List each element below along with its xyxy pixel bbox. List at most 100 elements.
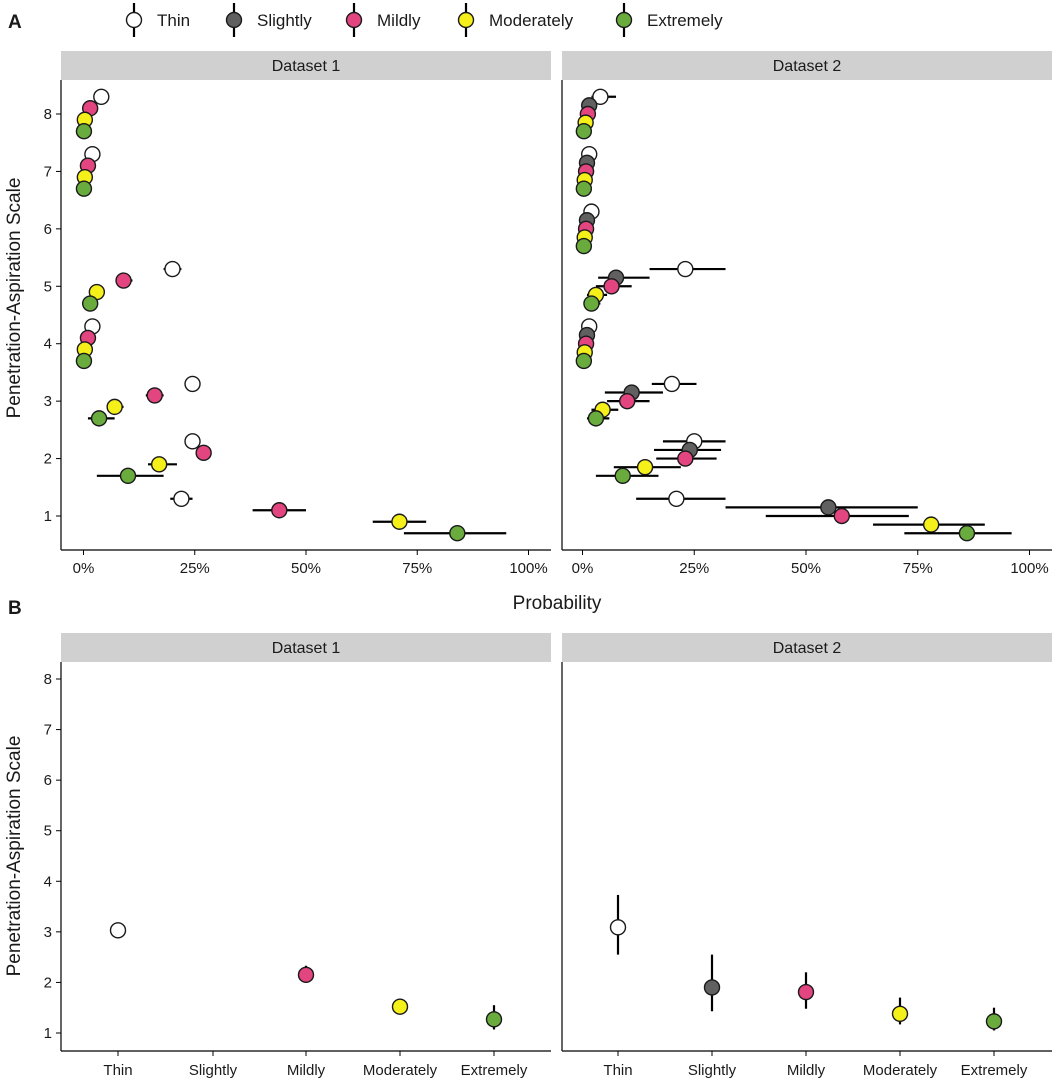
point-a-2-mildly-pas2 — [677, 450, 694, 467]
x-tick-label-a-2-4: 100% — [1010, 560, 1048, 577]
legend-label-slightly: Slightly — [257, 11, 312, 30]
panel-tag-a: A — [8, 12, 22, 33]
y-tick-label-b-3: 4 — [44, 873, 52, 890]
y-tick-label-a-2: 3 — [44, 393, 52, 410]
y-tick-label-a-3: 4 — [44, 336, 52, 353]
point-b-2-extremely — [985, 1013, 1003, 1030]
x-tick-label-a-2-3: 75% — [903, 560, 933, 577]
legend-key-moderately — [457, 11, 475, 29]
point-a-2-slightly-pas1 — [820, 499, 837, 516]
x-tick-label-b-2-moderately: Moderately — [863, 1062, 938, 1079]
y-tick-label-a-5: 6 — [44, 221, 52, 238]
x-tick-label-a-1-0: 0% — [73, 560, 95, 577]
point-a-2-mildly-pas5 — [603, 278, 620, 295]
panel-a: Dataset 1 0% 25% 50% 75% 100% 1 2 3 4 5 6 7 8 Dataset … — [4, 51, 1052, 614]
y-tick-label-a-0: 1 — [44, 508, 52, 525]
strip-b-1 — [61, 633, 551, 662]
x-tick-label-a-1-1: 25% — [180, 560, 210, 577]
point-a-2-extremely-pas1 — [958, 525, 976, 542]
point-a-1-moderately-pas3 — [106, 398, 123, 416]
point-a-1-extremely-pas2 — [119, 467, 137, 484]
y-tick-label-a-4: 5 — [44, 278, 52, 295]
y-tick-label-a-7: 8 — [44, 106, 52, 123]
x-tick-label-b-1-mildly: Mildly — [287, 1062, 326, 1079]
y-tick-label-b-4: 5 — [44, 823, 52, 840]
point-a-1-moderately-pas1 — [391, 513, 408, 530]
y-tick-label-b-5: 6 — [44, 772, 52, 789]
legend-label-thin: Thin — [157, 11, 190, 30]
strip-title-b-1: Dataset 1 — [272, 640, 341, 657]
point-a-2-extremely-pas3 — [587, 410, 605, 427]
point-a-2-extremely-pas6 — [575, 237, 593, 255]
legend-label-extremely: Extremely — [647, 11, 723, 30]
panel-tag-b: B — [8, 598, 22, 619]
point-a-2-thin-pas8 — [592, 88, 609, 105]
y-tick-label-b-0: 1 — [44, 1025, 52, 1042]
x-tick-label-b-1-thin: Thin — [103, 1062, 132, 1079]
point-a-1-extremely-pas3 — [90, 410, 108, 427]
point-a-2-thin-pas3 — [663, 375, 681, 393]
point-a-1-extremely-pas4 — [75, 352, 93, 370]
y-tick-label-b-6: 7 — [44, 722, 52, 739]
strip-a-2 — [562, 51, 1052, 80]
x-tick-label-a-2-1: 25% — [679, 560, 709, 577]
x-tick-label-a-2-0: 0% — [572, 560, 594, 577]
y-axis-title-a: Penetration-Aspiration Scale — [4, 178, 25, 419]
point-a-1-mildly-pas3 — [146, 387, 163, 404]
point-a-1-extremely-pas1 — [449, 525, 466, 542]
x-tick-label-b-2-thin: Thin — [603, 1062, 632, 1079]
x-tick-label-a-1-2: 50% — [291, 560, 321, 577]
x-tick-label-a-1-4: 100% — [509, 560, 547, 577]
point-a-1-thin-pas5 — [164, 260, 181, 278]
point-a-1-mildly-pas5 — [115, 272, 132, 289]
point-a-1-extremely-pas8 — [75, 123, 93, 140]
point-a-1-mildly-pas1 — [271, 502, 288, 519]
legend-key-extremely — [615, 11, 633, 29]
legend-key-thin — [125, 11, 143, 29]
y-tick-label-b-2: 3 — [44, 924, 52, 941]
y-tick-label-b-7: 8 — [44, 671, 52, 688]
legend-label-mildly: Mildly — [377, 11, 421, 30]
y-tick-label-a-1: 2 — [44, 451, 52, 468]
legend-key-mildly — [345, 11, 363, 29]
x-axis-title-a: Probability — [513, 593, 602, 614]
x-tick-label-a-1-3: 75% — [402, 560, 432, 577]
point-b-1-moderately — [391, 998, 409, 1015]
y-tick-label-a-6: 7 — [44, 163, 52, 180]
point-a-2-mildly-pas1 — [833, 507, 850, 525]
strip-title-a-2: Dataset 2 — [773, 58, 842, 75]
strip-title-b-2: Dataset 2 — [773, 640, 842, 657]
strip-b-2 — [562, 633, 1052, 662]
point-a-1-thin-pas1 — [173, 490, 190, 507]
x-tick-label-b-2-extremely: Extremely — [961, 1062, 1028, 1079]
panel-b: Dataset 1 Thin Slightly Mildly Moderately Ext… — [4, 633, 1052, 1079]
strip-title-a-1: Dataset 1 — [272, 58, 341, 75]
x-tick-label-b-1-moderately: Moderately — [363, 1062, 438, 1079]
point-a-2-thin-pas5 — [677, 260, 694, 278]
x-tick-label-b-1-extremely: Extremely — [461, 1062, 528, 1079]
point-a-2-extremely-pas7 — [575, 180, 593, 197]
point-a-1-moderately-pas2 — [150, 456, 168, 473]
point-a-2-extremely-pas8 — [575, 123, 593, 140]
point-a-1-extremely-pas7 — [75, 180, 93, 197]
point-b-2-slightly — [703, 979, 721, 996]
point-b-2-mildly — [797, 983, 815, 1001]
x-tick-label-b-2-slightly: Slightly — [688, 1062, 737, 1079]
x-tick-label-b-2-mildly: Mildly — [787, 1062, 826, 1079]
legend-label-moderately: Moderately — [489, 11, 574, 30]
point-a-2-extremely-pas4 — [575, 352, 593, 370]
point-a-2-mildly-pas3 — [619, 392, 636, 410]
point-a-2-thin-pas1 — [668, 490, 685, 507]
point-a-2-moderately-pas1 — [922, 516, 940, 533]
y-axis-title-b: Penetration-Aspiration Scale — [4, 736, 25, 977]
x-tick-label-a-2-2: 50% — [791, 560, 821, 577]
point-b-2-thin — [609, 919, 627, 936]
point-a-1-extremely-pas5 — [81, 295, 99, 312]
point-b-2-moderately — [891, 1005, 909, 1022]
legend-key-slightly — [225, 11, 243, 29]
point-b-1-extremely — [485, 1011, 503, 1028]
point-b-1-thin — [109, 922, 127, 939]
point-a-1-mildly-pas2 — [195, 444, 212, 462]
point-a-2-extremely-pas2 — [614, 467, 631, 484]
